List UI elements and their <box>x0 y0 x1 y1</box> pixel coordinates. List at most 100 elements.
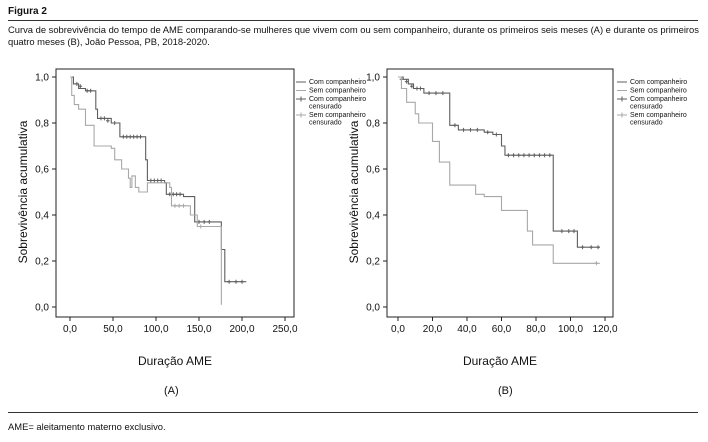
legend-label-a: Sem companheiro <box>309 112 366 119</box>
censored-mark-sem-companheiro-a <box>181 203 186 208</box>
censored-mark-com-companheiro-b <box>404 79 409 84</box>
censored-mark-com-companheiro-a <box>234 279 238 284</box>
censored-mark-com-companheiro-a <box>102 116 107 121</box>
survival-curve-sem-companheiro-a <box>70 76 222 305</box>
censored-mark-com-companheiro-b <box>522 153 526 158</box>
x-tick-label-a: 250,0 <box>272 324 297 335</box>
panel-label-a: (A) <box>164 385 179 397</box>
censored-mark-com-companheiro-b <box>441 91 445 96</box>
y-tick-label-b: 0,8 <box>366 119 380 130</box>
censored-mark-com-companheiro-b <box>475 127 480 132</box>
censored-mark-com-companheiro-a <box>138 134 143 139</box>
censored-mark-com-companheiro-b <box>427 91 431 96</box>
censored-mark-com-companheiro-a <box>128 134 132 139</box>
y-tick-label-b: 0,2 <box>366 257 380 268</box>
y-tick-label-a: 0,8 <box>35 119 49 130</box>
censored-mark-com-companheiro-b <box>434 91 438 96</box>
legend-label-a: censurado <box>309 104 342 111</box>
legend-label-a: censurado <box>309 120 342 127</box>
censored-mark-com-companheiro-b <box>415 86 419 91</box>
censored-mark-com-companheiro-a <box>85 88 89 93</box>
y-tick-label-b: 0,6 <box>366 165 380 176</box>
censored-mark-com-companheiro-a <box>88 88 93 93</box>
censored-mark-com-companheiro-a <box>159 178 163 183</box>
censored-mark-com-companheiro-b <box>532 153 537 158</box>
legend-label-b: Com companheiro <box>630 96 687 103</box>
legend-label-b: Com companheiro <box>630 79 687 86</box>
censored-mark-com-companheiro-b <box>461 127 466 132</box>
censored-mark-com-companheiro-b <box>580 245 585 250</box>
censored-mark-sem-companheiro-a <box>177 203 182 208</box>
censored-mark-com-companheiro-b <box>410 84 414 89</box>
x-tick-label-a: 150,0 <box>186 324 211 335</box>
censored-mark-com-companheiro-b <box>494 132 499 137</box>
x-tick-label-a: 100,0 <box>143 324 168 335</box>
censored-mark-sem-companheiro-b <box>594 261 599 266</box>
chart-panel-b: 0,0 0,2 0,4 0,6 0,8 1,0 0,0 20,0 40,0 60,0 80,0 100… <box>347 68 687 368</box>
y-tick-label-b: 0,4 <box>366 211 380 222</box>
plot-frame-a <box>55 68 295 318</box>
y-tick-label-a: 0,0 <box>35 303 49 314</box>
censored-mark-sem-companheiro-a <box>198 224 203 229</box>
x-tick-label-b: 0,0 <box>391 324 405 335</box>
censored-mark-com-companheiro-a <box>124 134 129 139</box>
survival-curve-com-companheiro-a <box>70 76 247 283</box>
censored-mark-com-companheiro-a <box>178 192 182 197</box>
top-divider <box>8 20 698 21</box>
censored-mark-com-companheiro-a <box>152 178 157 183</box>
y-axis-label-b: Sobrevivência acumulativa <box>347 120 361 263</box>
censored-mark-com-companheiro-b <box>537 153 542 158</box>
survival-curve-sem-companheiro-b <box>398 76 600 264</box>
x-tick-label-b: 40,0 <box>457 324 477 335</box>
censored-mark-com-companheiro-a <box>121 134 126 139</box>
censored-mark-com-companheiro-a <box>207 219 212 224</box>
plot-frame-b <box>386 68 614 318</box>
censored-mark-com-companheiro-b <box>468 127 473 132</box>
censored-mark-com-companheiro-b <box>596 245 600 250</box>
legend-label-a: Com companheiro <box>309 96 366 103</box>
x-tick-label-b: 20,0 <box>423 324 443 335</box>
legend-label-a: Sem companheiro <box>309 88 366 95</box>
chart-panel-a: 0,0 0,2 0,4 0,6 0,8 1,0 0,0 50,0 100,0 150,0 200,0… <box>16 68 366 368</box>
censored-mark-com-companheiro-b <box>453 123 457 128</box>
x-axis-label-b: Duração AME <box>463 354 537 368</box>
censored-mark-com-companheiro-b <box>511 153 516 158</box>
legend-label-b: censurado <box>630 120 663 127</box>
legend-label-b: censurado <box>630 104 663 111</box>
censored-mark-com-companheiro-a <box>131 134 136 139</box>
censored-mark-com-companheiro-a <box>99 116 103 121</box>
censored-mark-com-companheiro-b <box>418 86 423 91</box>
censored-mark-com-companheiro-a <box>155 178 160 183</box>
censored-mark-com-companheiro-a <box>106 118 110 123</box>
censored-mark-com-companheiro-b <box>516 153 521 158</box>
figure-caption: Curva de sobrevivência do tempo de AME c… <box>8 24 699 47</box>
censored-mark-com-companheiro-a <box>240 279 244 284</box>
panel-label-b: (B) <box>498 385 513 397</box>
x-tick-label-b: 120,0 <box>592 324 617 335</box>
x-tick-label-b: 60,0 <box>492 324 512 335</box>
x-tick-label-a: 0,0 <box>63 324 77 335</box>
censored-mark-com-companheiro-a <box>135 134 139 139</box>
x-tick-label-b: 80,0 <box>526 324 546 335</box>
y-tick-label-a: 0,4 <box>35 211 49 222</box>
censored-mark-com-companheiro-b <box>506 153 511 158</box>
censored-mark-com-companheiro-a <box>227 279 231 284</box>
legend-label-a: Com companheiro <box>309 79 366 86</box>
censored-mark-com-companheiro-a <box>202 219 206 224</box>
y-tick-label-a: 0,2 <box>35 257 49 268</box>
figure-footnote: AME= aleitamento materno exclusivo. <box>8 421 166 432</box>
x-axis-label-a: Duração AME <box>138 354 212 368</box>
survival-curve-com-companheiro-b <box>398 76 600 248</box>
bottom-divider <box>8 412 698 413</box>
y-tick-label-a: 0,6 <box>35 165 49 176</box>
censored-mark-com-companheiro-b <box>572 229 576 234</box>
y-tick-label-a: 1,0 <box>35 73 49 84</box>
censored-mark-com-companheiro-b <box>527 153 531 158</box>
censored-mark-com-companheiro-a <box>78 84 83 89</box>
censored-mark-com-companheiro-b <box>485 130 490 135</box>
y-axis-label-a: Sobrevivência acumulativa <box>16 120 30 263</box>
censored-mark-com-companheiro-b <box>566 229 571 234</box>
x-tick-label-a: 200,0 <box>229 324 254 335</box>
censored-mark-sem-companheiro-a <box>173 203 177 208</box>
censored-mark-com-companheiro-a <box>174 192 179 197</box>
